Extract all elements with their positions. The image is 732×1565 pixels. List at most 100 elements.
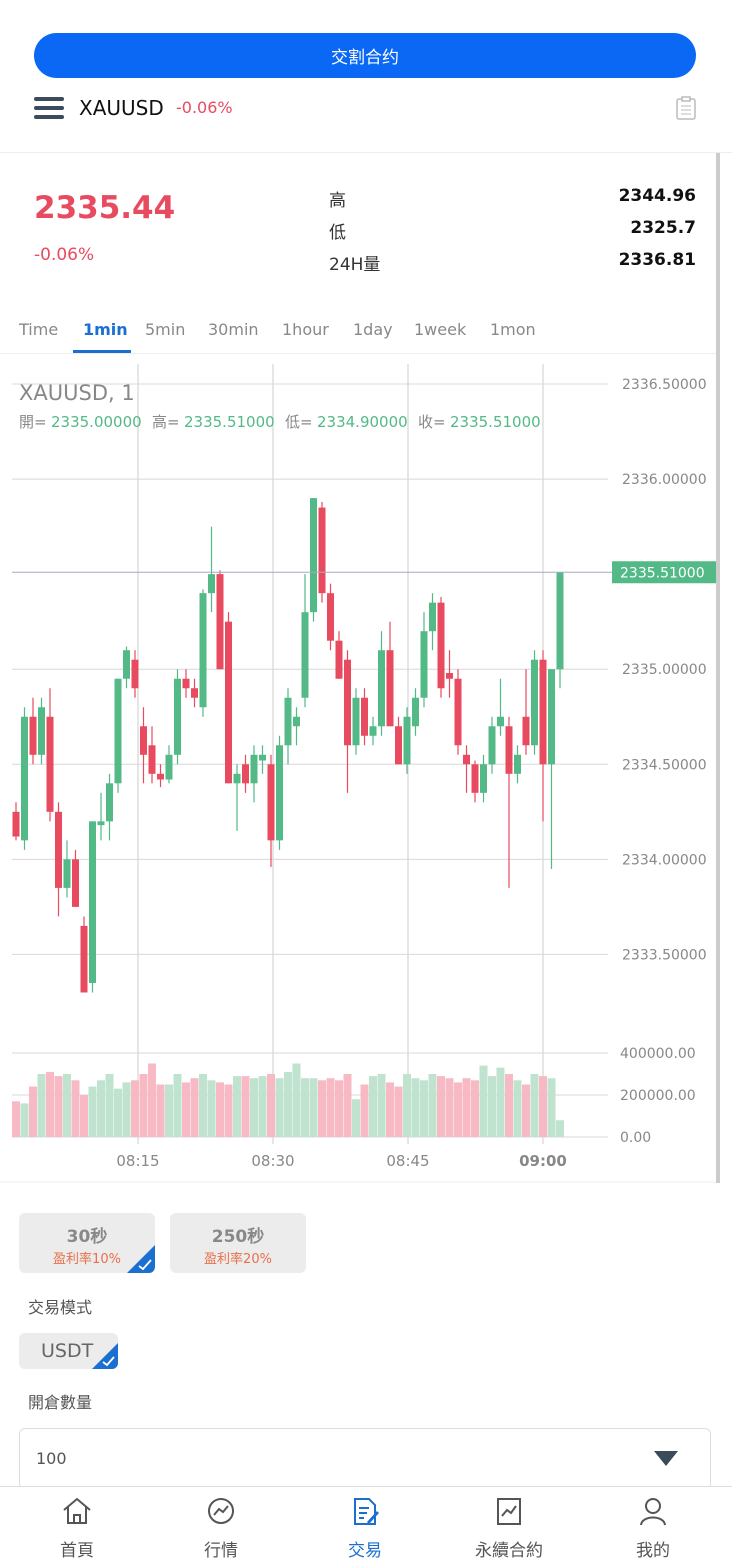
nav-icon[interactable] xyxy=(205,1496,237,1528)
candle-body xyxy=(148,745,156,774)
stat-value: 2344.96 xyxy=(618,186,696,206)
nav-icon-shape xyxy=(497,1498,521,1525)
candle-body xyxy=(386,650,394,727)
nav-label[interactable]: 交易 xyxy=(348,1541,382,1561)
dropdown-arrow xyxy=(654,1451,678,1466)
x-tick-label: 08:45 xyxy=(386,1152,429,1170)
candle-chart: 08:15 08:30 08:45 09:00 2333.50000 2334.00000… xyxy=(0,364,716,1183)
volume-bar xyxy=(420,1080,428,1137)
period-option[interactable] xyxy=(170,1213,306,1273)
last-price: 2335.44 xyxy=(34,190,176,226)
header-change: -0.06% xyxy=(176,98,233,117)
volume-bar xyxy=(156,1084,165,1137)
period-label: 250秒 xyxy=(211,1227,265,1247)
candle-body xyxy=(250,754,258,784)
volume-bar xyxy=(12,1101,20,1137)
chart-title: XAUUSD, 1 xyxy=(19,381,135,405)
volume-bar xyxy=(216,1082,224,1137)
candle-body xyxy=(505,726,513,774)
delivery-button[interactable]: 交割合约 xyxy=(34,33,696,78)
candle-body xyxy=(199,593,207,708)
nav-label[interactable]: 我的 xyxy=(636,1541,670,1561)
candle-body xyxy=(157,773,164,780)
volume-bar xyxy=(241,1076,250,1137)
candle-body xyxy=(29,716,37,755)
candle-body xyxy=(21,716,28,841)
nav-icon[interactable] xyxy=(493,1496,525,1528)
last-price-label: 2335.51000 xyxy=(620,565,705,581)
candle-body xyxy=(344,659,351,746)
candle-body xyxy=(55,811,62,888)
volume-bar xyxy=(394,1086,403,1137)
candle-body xyxy=(556,572,564,670)
legend-value: 2335.51000 xyxy=(450,413,541,431)
nav-icon[interactable] xyxy=(349,1496,381,1528)
nav-icon-shape xyxy=(208,1498,234,1524)
candle-body xyxy=(106,783,113,822)
candle-body xyxy=(225,621,232,784)
candle-body xyxy=(208,574,215,594)
candle-body xyxy=(12,811,20,837)
nav-label[interactable]: 永續合約 xyxy=(475,1541,543,1561)
volume-bar xyxy=(105,1074,114,1137)
period-tab[interactable]: Time xyxy=(19,320,59,339)
candle-body xyxy=(165,754,173,780)
period-tab[interactable]: 1week xyxy=(414,320,467,339)
candle-body xyxy=(378,650,385,727)
volume-bar xyxy=(250,1078,258,1137)
volume-bar xyxy=(462,1078,471,1137)
volume-bar xyxy=(37,1074,46,1137)
nav-label[interactable]: 行情 xyxy=(204,1541,238,1561)
legend-value: 2335.51000 xyxy=(184,413,275,431)
candle-body xyxy=(216,574,224,670)
volume-bar xyxy=(326,1078,335,1137)
y-tick-label: 2336.50000 xyxy=(622,377,707,393)
period-tab[interactable]: 30min xyxy=(208,320,259,339)
nav-icon-shape xyxy=(640,1498,666,1526)
last-price-box xyxy=(612,561,716,584)
menu-icon[interactable] xyxy=(34,96,64,122)
qty-select[interactable]: 100 xyxy=(19,1428,711,1490)
qty-label: 開倉數量 xyxy=(28,1393,93,1412)
volume-bar xyxy=(97,1080,105,1137)
candle-body xyxy=(531,659,538,746)
y-tick-label: 2333.50000 xyxy=(622,947,707,963)
volume-bar xyxy=(122,1082,131,1137)
candle-body xyxy=(140,726,147,755)
volume-bar xyxy=(88,1086,97,1137)
volume-bar xyxy=(335,1080,343,1137)
period-tab[interactable]: 1mon xyxy=(490,320,536,339)
x-tick-label: 08:30 xyxy=(251,1152,294,1170)
volume-bar xyxy=(63,1074,71,1137)
volume-bar xyxy=(386,1082,394,1137)
volume-bar xyxy=(411,1078,420,1137)
qty-value: 100 xyxy=(36,1449,67,1468)
volume-bar xyxy=(343,1074,352,1137)
period-option[interactable] xyxy=(19,1213,155,1273)
volume-bar xyxy=(292,1063,301,1137)
nav-icon[interactable] xyxy=(61,1496,93,1528)
y-tick-label: 2335.00000 xyxy=(622,662,707,678)
nav-label[interactable]: 首頁 xyxy=(60,1541,94,1561)
candle-body xyxy=(123,650,130,679)
legend-label: 高= xyxy=(152,413,180,431)
volume-bar xyxy=(182,1082,190,1137)
candle-body xyxy=(335,640,343,679)
legend-label: 開= xyxy=(19,413,47,431)
currency-option[interactable]: USDT xyxy=(19,1333,118,1369)
candle-body xyxy=(242,764,249,784)
orders-icon[interactable] xyxy=(675,96,697,120)
period-tab[interactable]: 5min xyxy=(145,320,186,339)
period-tab[interactable]: 1hour xyxy=(282,320,329,339)
period-tab[interactable]: 1day xyxy=(353,320,393,339)
volume-bar xyxy=(190,1078,199,1137)
candle-body xyxy=(548,669,555,765)
volume-bar xyxy=(233,1076,241,1137)
candle-body xyxy=(38,707,45,755)
nav-icon[interactable] xyxy=(637,1496,669,1528)
volume-bar xyxy=(530,1074,539,1137)
stat-label: 低 xyxy=(329,223,346,243)
period-tab[interactable]: 1min xyxy=(83,320,128,339)
volume-bar xyxy=(352,1099,360,1137)
